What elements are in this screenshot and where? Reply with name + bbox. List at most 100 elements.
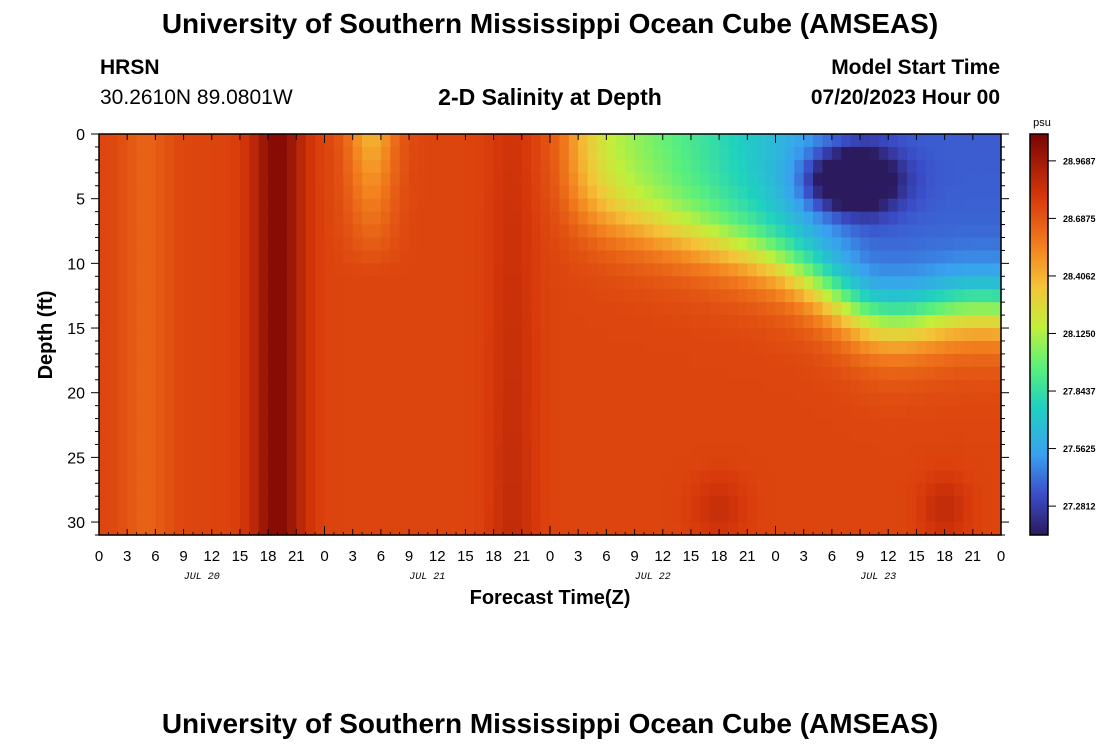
heatmap-cell: [258, 328, 269, 342]
heatmap-cell: [860, 392, 871, 407]
heatmap-cell: [390, 496, 401, 510]
heatmap-cell: [183, 172, 194, 187]
heatmap-cell: [888, 483, 899, 497]
heatmap-cell: [954, 146, 965, 161]
heatmap-cell: [550, 379, 560, 394]
heatmap-cell: [869, 431, 880, 446]
heatmap-cell: [653, 159, 664, 174]
heatmap-cell: [925, 483, 936, 497]
heatmap-cell: [540, 457, 551, 471]
heatmap-cell: [117, 302, 128, 316]
heatmap-cell: [493, 172, 504, 187]
heatmap-cell: [972, 379, 983, 394]
heatmap-cell: [192, 237, 203, 252]
heatmap-cell: [155, 483, 166, 497]
heatmap-cell: [728, 302, 739, 316]
heatmap-cell: [380, 418, 391, 433]
heatmap-cell: [202, 159, 213, 174]
heatmap-cell: [117, 470, 128, 484]
heatmap-cell: [493, 431, 504, 446]
heatmap-cell: [860, 522, 871, 536]
heatmap-cell: [183, 418, 194, 433]
heatmap-cell: [559, 185, 570, 200]
heatmap-cell: [794, 185, 805, 200]
heatmap-cell: [474, 328, 485, 342]
heatmap-cell: [305, 237, 316, 252]
heatmap-cell: [474, 315, 485, 329]
heatmap-cell: [531, 198, 542, 213]
heatmap-cell: [850, 366, 861, 381]
heatmap-cell: [446, 470, 457, 484]
heatmap-cell: [418, 496, 429, 510]
heatmap-cell: [371, 340, 382, 355]
heatmap-cell: [277, 159, 288, 174]
heatmap-cell: [878, 444, 889, 458]
heatmap-cell: [352, 457, 363, 471]
heatmap-cell: [286, 509, 297, 523]
heatmap-cell: [484, 379, 495, 394]
heatmap-cell: [108, 315, 119, 329]
heatmap-cell: [794, 496, 805, 510]
heatmap-cell: [737, 496, 748, 510]
heatmap-cell: [784, 198, 795, 213]
heatmap-cell: [700, 522, 711, 536]
heatmap-cell: [963, 224, 974, 239]
heatmap-cell: [277, 198, 288, 213]
heatmap-cell: [268, 366, 279, 381]
heatmap-cell: [127, 315, 138, 329]
heatmap-cell: [202, 470, 213, 484]
heatmap-cell: [596, 250, 607, 264]
heatmap-cell: [860, 302, 871, 316]
heatmap-cell: [587, 444, 598, 458]
heatmap-cell: [456, 392, 467, 407]
heatmap-cell: [315, 315, 326, 329]
heatmap-cell: [587, 405, 598, 420]
heatmap-cell: [427, 198, 438, 213]
heatmap-cell: [897, 289, 908, 303]
heatmap-cell: [239, 198, 250, 213]
heatmap-cell: [841, 289, 852, 303]
heatmap-cell: [991, 211, 1002, 226]
heatmap-cell: [775, 353, 786, 368]
heatmap-cell: [164, 237, 175, 252]
heatmap-cell: [596, 276, 607, 290]
heatmap-cell: [183, 340, 194, 355]
heatmap-cell: [784, 159, 795, 174]
heatmap-cell: [249, 211, 260, 226]
heatmap-cell: [352, 379, 363, 394]
heatmap-cell: [606, 276, 617, 290]
heatmap-cell: [145, 134, 156, 148]
heatmap-cell: [202, 496, 213, 510]
heatmap-cell: [305, 483, 316, 497]
heatmap-cell: [324, 289, 335, 303]
heatmap-cell: [728, 431, 739, 446]
heatmap-cell: [775, 496, 786, 510]
heatmap-cell: [230, 522, 241, 536]
heatmap-cell: [972, 496, 983, 510]
heatmap-cell: [446, 405, 457, 420]
heatmap-cell: [202, 276, 213, 290]
heatmap-cell: [606, 470, 617, 484]
heatmap-cell: [615, 237, 626, 252]
heatmap-cell: [136, 146, 147, 161]
heatmap-cell: [634, 509, 645, 523]
heatmap-cell: [935, 483, 946, 497]
heatmap-cell: [700, 457, 711, 471]
heatmap-cell: [822, 522, 833, 536]
heatmap-cell: [662, 470, 673, 484]
heatmap-cell: [784, 496, 795, 510]
heatmap-cell: [512, 224, 523, 239]
heatmap-cell: [831, 353, 842, 368]
heatmap-cell: [634, 250, 645, 264]
heatmap-cell: [531, 431, 542, 446]
heatmap-cell: [136, 444, 147, 458]
heatmap-cell: [418, 509, 429, 523]
heatmap-cell: [719, 172, 730, 187]
heatmap-cell: [991, 224, 1002, 239]
heatmap-cell: [662, 431, 673, 446]
heatmap-cell: [728, 159, 739, 174]
heatmap-cell: [747, 211, 758, 226]
heatmap-cell: [164, 134, 175, 148]
heatmap-cell: [249, 457, 260, 471]
